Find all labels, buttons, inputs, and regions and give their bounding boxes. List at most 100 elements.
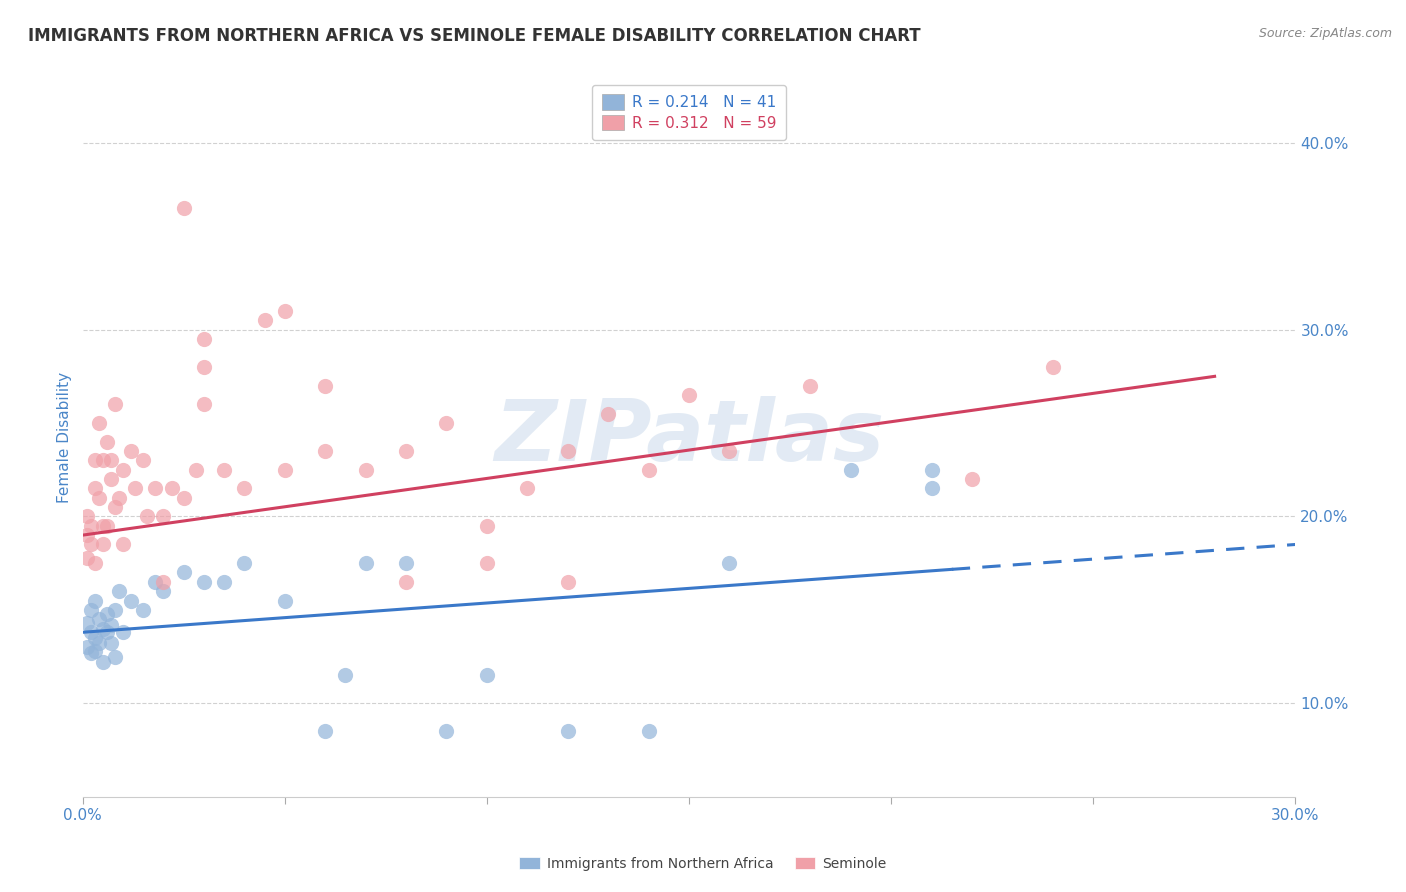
Point <box>436 724 458 739</box>
Point <box>436 416 458 430</box>
Point <box>718 444 741 458</box>
Point <box>274 304 297 318</box>
Point <box>598 407 620 421</box>
Point <box>76 509 98 524</box>
Point <box>136 509 159 524</box>
Text: ZIPatlas: ZIPatlas <box>494 395 884 478</box>
Point <box>193 574 215 589</box>
Point <box>83 644 105 658</box>
Point <box>112 463 135 477</box>
Point <box>921 482 943 496</box>
Point <box>335 668 357 682</box>
Point <box>91 537 114 551</box>
Point <box>145 574 167 589</box>
Point <box>91 655 114 669</box>
Point <box>173 201 195 215</box>
Point <box>108 584 131 599</box>
Point <box>132 453 155 467</box>
Point <box>83 556 105 570</box>
Point <box>354 556 377 570</box>
Point <box>395 444 418 458</box>
Text: Source: ZipAtlas.com: Source: ZipAtlas.com <box>1258 27 1392 40</box>
Point <box>120 444 142 458</box>
Point <box>83 482 105 496</box>
Point <box>212 574 235 589</box>
Point <box>193 332 215 346</box>
Point <box>104 603 127 617</box>
Point <box>718 556 741 570</box>
Point <box>83 453 105 467</box>
Point <box>839 463 862 477</box>
Point <box>112 625 135 640</box>
Point <box>637 463 659 477</box>
Point <box>516 482 538 496</box>
Point <box>96 607 118 621</box>
Legend: R = 0.214   N = 41, R = 0.312   N = 59: R = 0.214 N = 41, R = 0.312 N = 59 <box>592 85 786 140</box>
Point <box>152 584 174 599</box>
Point <box>921 463 943 477</box>
Point <box>314 378 336 392</box>
Point <box>678 388 700 402</box>
Point <box>637 724 659 739</box>
Point <box>233 482 256 496</box>
Point <box>160 482 183 496</box>
Point <box>96 625 118 640</box>
Point <box>108 491 131 505</box>
Point <box>193 397 215 411</box>
Point <box>173 566 195 580</box>
Point <box>557 574 579 589</box>
Point <box>79 603 101 617</box>
Point <box>120 593 142 607</box>
Point <box>104 649 127 664</box>
Point <box>193 359 215 374</box>
Point <box>100 617 122 632</box>
Point <box>314 724 336 739</box>
Point <box>87 491 110 505</box>
Point <box>76 640 98 655</box>
Point <box>274 593 297 607</box>
Point <box>253 313 276 327</box>
Point <box>104 500 127 515</box>
Point <box>104 397 127 411</box>
Point <box>124 482 146 496</box>
Point <box>212 463 235 477</box>
Point <box>1042 359 1064 374</box>
Point <box>395 556 418 570</box>
Point <box>173 491 195 505</box>
Point <box>76 528 98 542</box>
Point <box>87 612 110 626</box>
Point <box>314 444 336 458</box>
Point <box>79 518 101 533</box>
Point <box>152 574 174 589</box>
Point <box>184 463 207 477</box>
Point <box>91 518 114 533</box>
Point <box>96 434 118 449</box>
Point <box>91 622 114 636</box>
Y-axis label: Female Disability: Female Disability <box>58 371 72 502</box>
Point <box>799 378 821 392</box>
Point <box>91 453 114 467</box>
Point <box>132 603 155 617</box>
Point <box>475 556 498 570</box>
Point <box>557 444 579 458</box>
Point <box>112 537 135 551</box>
Point <box>152 509 174 524</box>
Point <box>87 636 110 650</box>
Point <box>475 518 498 533</box>
Point <box>395 574 418 589</box>
Point <box>557 724 579 739</box>
Point <box>83 631 105 645</box>
Point <box>100 636 122 650</box>
Point <box>960 472 983 486</box>
Point <box>354 463 377 477</box>
Point <box>76 615 98 630</box>
Point <box>79 625 101 640</box>
Point <box>145 482 167 496</box>
Point <box>274 463 297 477</box>
Point <box>233 556 256 570</box>
Point <box>83 593 105 607</box>
Point <box>87 416 110 430</box>
Point <box>100 472 122 486</box>
Point <box>100 453 122 467</box>
Point <box>79 646 101 660</box>
